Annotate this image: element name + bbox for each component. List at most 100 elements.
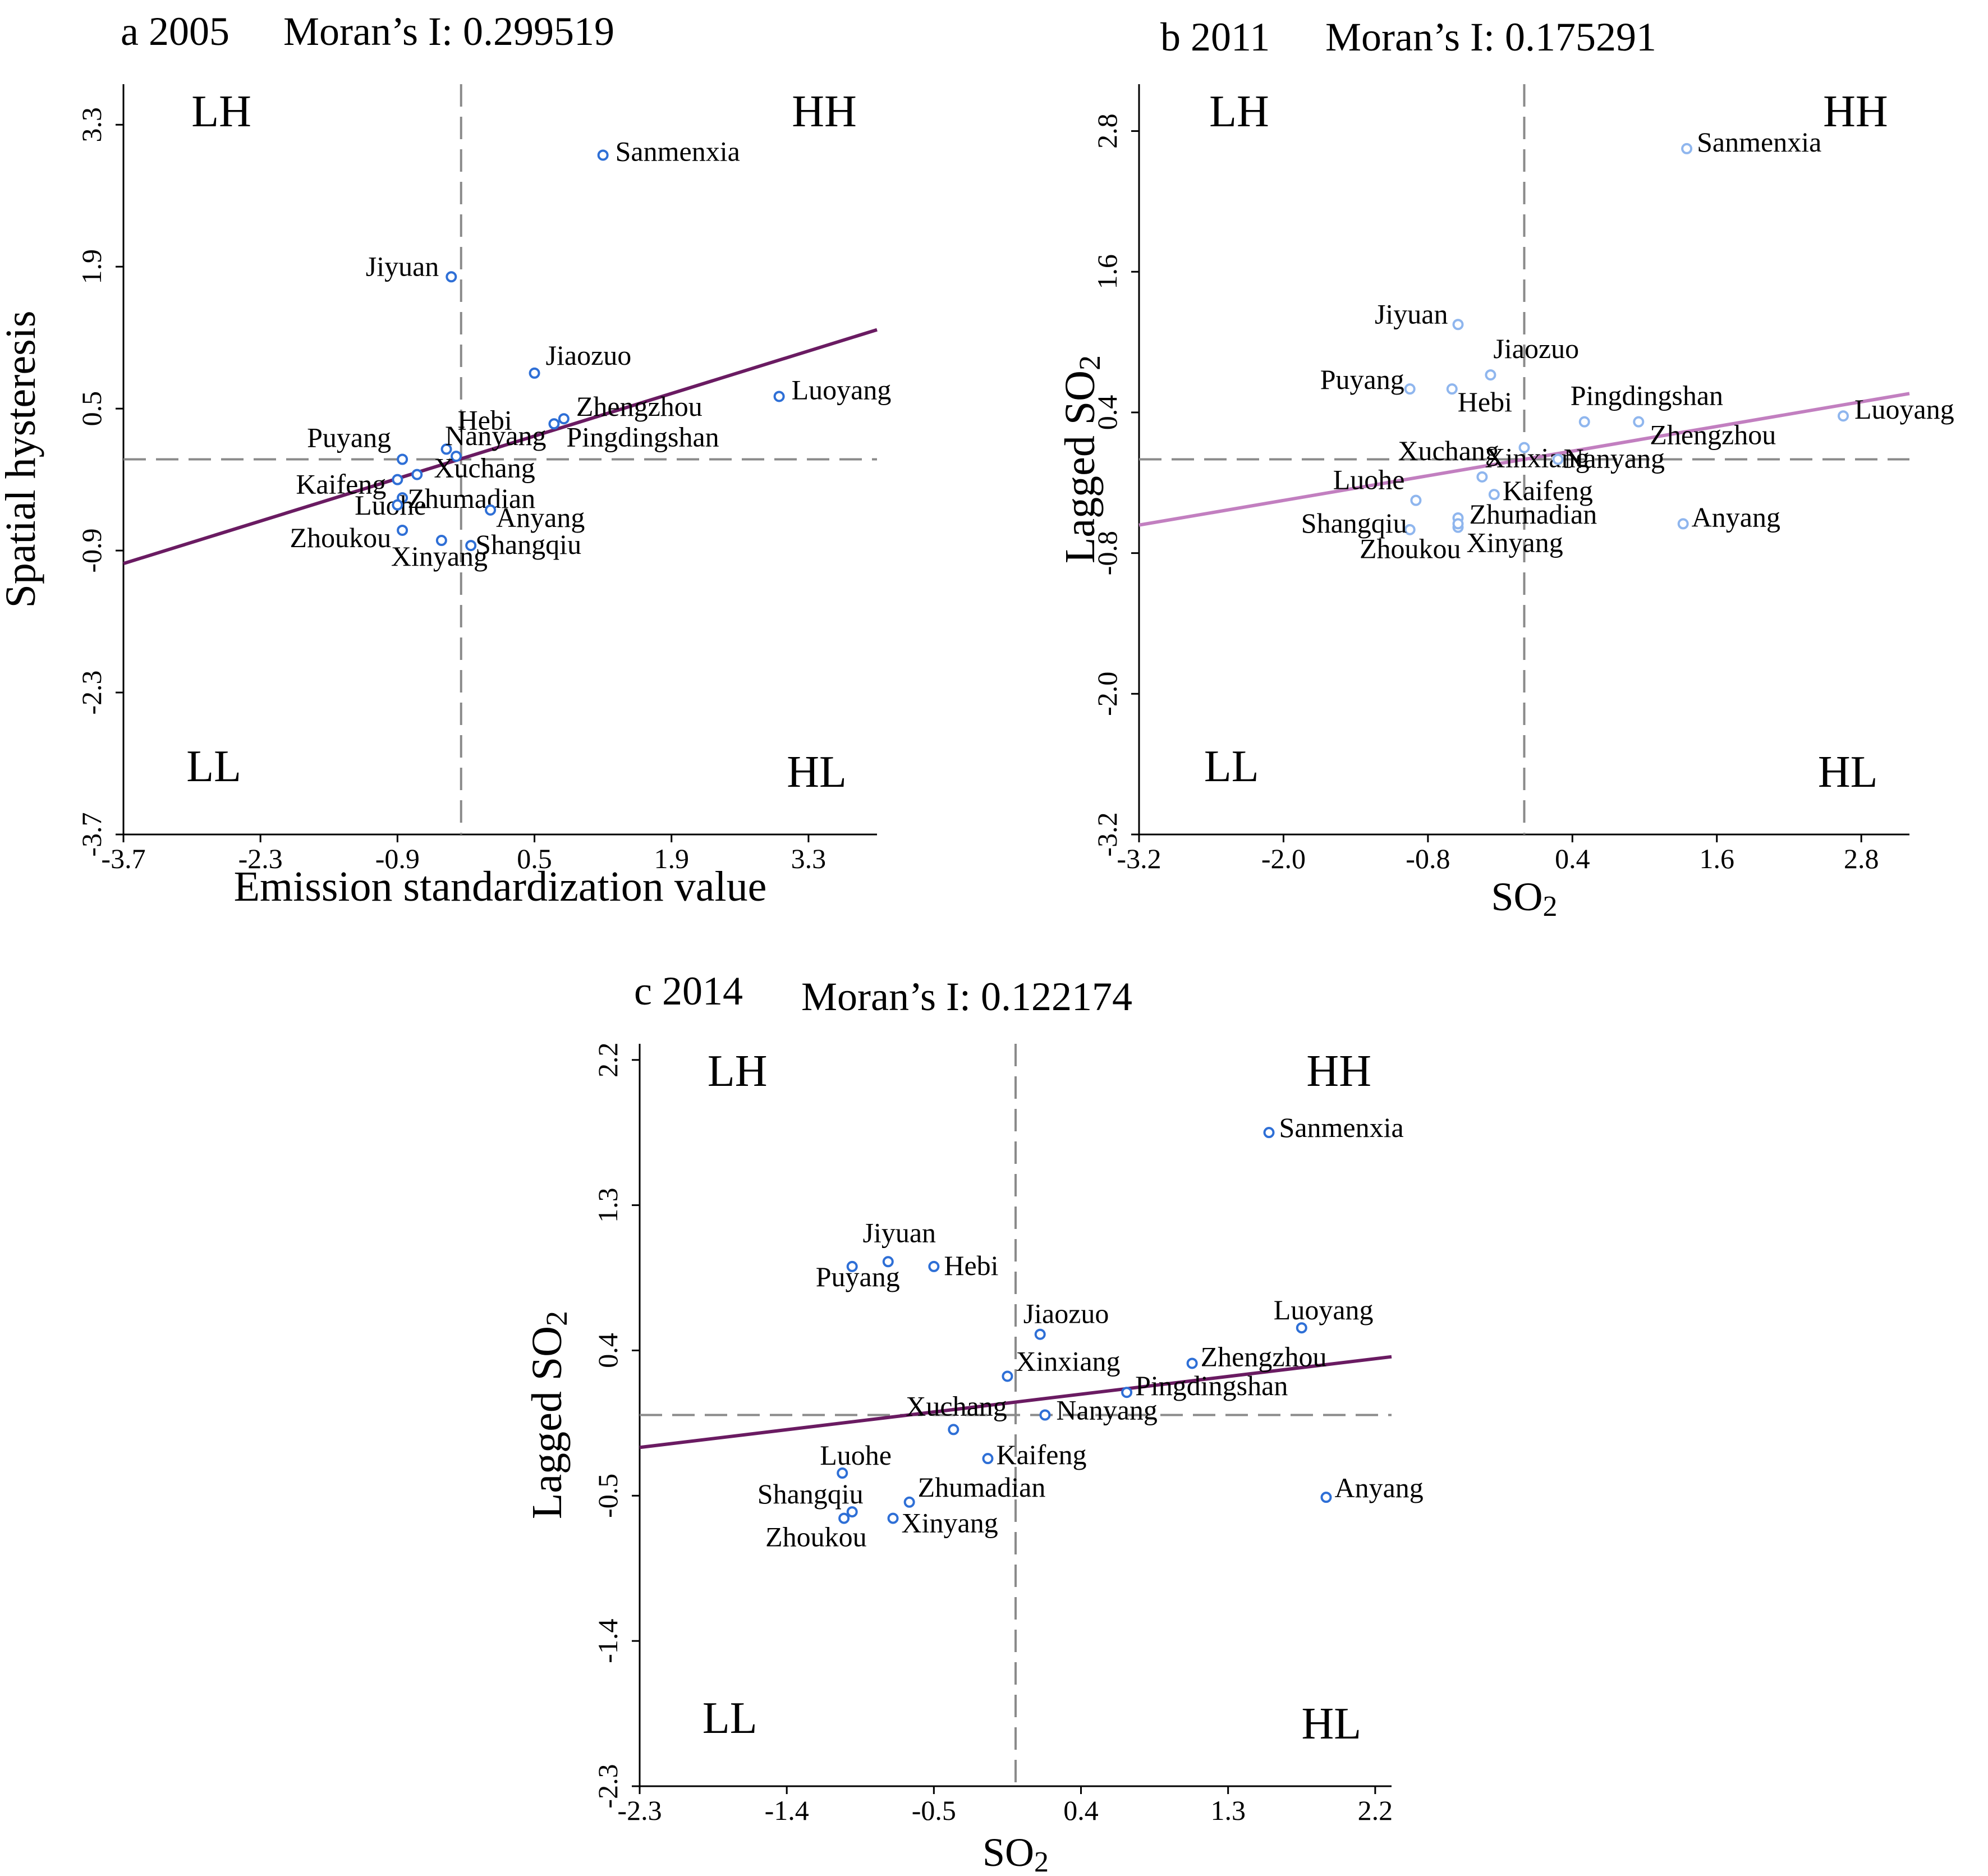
data-point-puyang[interactable] <box>397 453 408 465</box>
point-label-nanyang: Nanyang <box>445 420 547 451</box>
data-point-jiaozuo[interactable] <box>1034 1328 1046 1340</box>
data-point-nanyang[interactable] <box>1039 1409 1051 1421</box>
data-point-luoyang[interactable] <box>1838 410 1849 422</box>
data-point-xinyang[interactable] <box>887 1512 899 1524</box>
data-point-luohe[interactable] <box>1410 494 1422 506</box>
x-tick-label: 2.2 <box>1358 1795 1393 1826</box>
y-tick-label: -2.3 <box>592 1764 623 1808</box>
data-point-xinxiang[interactable] <box>1002 1370 1013 1382</box>
point-label-zhengzhou: Zhengzhou <box>576 391 703 422</box>
point-label-anyang: Anyang <box>496 502 585 533</box>
data-point-luohe[interactable] <box>837 1467 848 1479</box>
data-point-zhumadian[interactable] <box>903 1496 915 1508</box>
data-point-xinyang[interactable] <box>1452 518 1464 530</box>
x-tick-label: -0.8 <box>1406 843 1450 874</box>
point-label-sanmenxia: Sanmenxia <box>1697 126 1821 158</box>
data-point-jiyuan[interactable] <box>882 1256 894 1268</box>
point-label-shangqiu: Shangqiu <box>757 1478 864 1510</box>
data-point-pingdingshan[interactable] <box>1121 1387 1133 1398</box>
data-point-sanmenxia[interactable] <box>1263 1127 1275 1139</box>
data-point-luoyang[interactable] <box>773 391 785 402</box>
data-point-zhoukou[interactable] <box>397 524 408 536</box>
data-point-anyang[interactable] <box>485 504 497 516</box>
panel-label: c 2014 <box>634 969 743 1013</box>
point-label-shangqiu: Shangqiu <box>475 529 581 560</box>
x-tick-label: 0.4 <box>1555 843 1590 874</box>
x-axis-label-subscript: 2 <box>1034 1846 1049 1876</box>
y-tick-label: 2.2 <box>592 1043 623 1078</box>
data-point-kaifeng[interactable] <box>982 1453 994 1465</box>
x-tick-label: -2.0 <box>1261 843 1306 874</box>
data-point-xinyang[interactable] <box>435 535 447 547</box>
data-point-puyang[interactable] <box>1404 383 1416 395</box>
chart-title: Moran’s I: 0.299519 <box>283 9 614 54</box>
data-point-sanmenxia[interactable] <box>1681 143 1693 154</box>
y-axis-label: Spatial hysteresis <box>0 311 44 608</box>
data-point-sanmenxia[interactable] <box>597 149 609 161</box>
x-tick-label: -3.2 <box>1117 843 1161 874</box>
point-label-luohe: Luohe <box>1333 464 1405 496</box>
point-label-zhumadian: Zhumadian <box>918 1471 1046 1503</box>
x-tick-label: 0.5 <box>517 843 552 874</box>
data-point-anyang[interactable] <box>1677 518 1689 530</box>
y-tick-label: -3.2 <box>1091 812 1123 856</box>
regression-line <box>639 1355 1392 1450</box>
data-point-luoyang[interactable] <box>1296 1322 1307 1334</box>
data-point-jiyuan[interactable] <box>446 271 457 283</box>
data-point-anyang[interactable] <box>1320 1492 1332 1503</box>
y-tick-label: -0.8 <box>1091 531 1123 575</box>
data-point-shangqiu[interactable] <box>846 1506 858 1518</box>
data-point-pingdingshan[interactable] <box>1578 416 1590 428</box>
data-point-kaifeng[interactable] <box>1488 489 1500 501</box>
y-tick-label: 1.6 <box>1091 254 1123 290</box>
data-point-jiaozuo[interactable] <box>529 367 540 379</box>
point-label-luoyang: Luoyang <box>1274 1294 1374 1325</box>
data-point-kaifeng[interactable] <box>392 474 403 485</box>
data-point-xinxiang[interactable] <box>1518 442 1530 453</box>
data-point-zhengzhou[interactable] <box>1186 1357 1198 1369</box>
data-point-nanyang[interactable] <box>1552 453 1564 465</box>
quadrant-label-lh: LH <box>191 87 251 136</box>
data-point-hebi[interactable] <box>928 1260 940 1272</box>
data-point-puyang[interactable] <box>846 1260 858 1272</box>
y-tick-label: -0.5 <box>592 1474 623 1518</box>
data-point-nanyang[interactable] <box>451 451 462 462</box>
data-point-jiaozuo[interactable] <box>1485 369 1496 381</box>
quadrant-label-hh: HH <box>1306 1047 1371 1096</box>
data-point-shangqiu[interactable] <box>1404 524 1416 535</box>
panel-label: b 2011 <box>1160 15 1270 59</box>
point-label-zhoukou: Zhoukou <box>290 522 392 553</box>
panel-a: a 2005 Moran’s I: 0.299519 -3.7 -2.3 -0.9 0.5… <box>0 9 891 910</box>
data-point-zhoukou[interactable] <box>838 1512 850 1524</box>
data-point-zhengzhou[interactable] <box>558 413 570 425</box>
data-point-pingdingshan[interactable] <box>548 418 560 430</box>
x-tick-label: -2.3 <box>617 1795 662 1826</box>
y-tick-label: -3.7 <box>76 812 107 856</box>
y-axis-label-main: Spatial hysteresis <box>0 311 44 608</box>
data-point-hebi[interactable] <box>1446 383 1458 395</box>
data-point-xuchang[interactable] <box>411 469 423 480</box>
data-point-zhumadian[interactable] <box>392 499 403 511</box>
point-label-jiaozuo: Jiaozuo <box>1023 1298 1109 1329</box>
quadrant-label-hl: HL <box>1301 1699 1361 1749</box>
data-point-shangqiu[interactable] <box>465 540 477 552</box>
point-label-zhumadian: Zhumadian <box>407 483 535 514</box>
point-label-puyang: Puyang <box>1320 364 1404 395</box>
point-label-luoyang: Luoyang <box>1854 393 1954 425</box>
y-tick-label: -2.3 <box>76 670 107 714</box>
point-label-xuchang: Xuchang <box>434 452 535 484</box>
point-label-kaifeng: Kaifeng <box>296 469 386 500</box>
data-point-jiyuan[interactable] <box>1452 319 1464 331</box>
data-point-hebi[interactable] <box>440 443 452 455</box>
data-point-xuchang[interactable] <box>948 1424 959 1435</box>
data-point-zhengzhou[interactable] <box>1633 416 1645 428</box>
x-tick-label: 0.4 <box>1063 1795 1099 1826</box>
point-label-xuchang: Xuchang <box>906 1390 1007 1421</box>
x-axis-label-main: SO <box>1491 874 1542 919</box>
x-tick-label: 1.9 <box>654 843 689 874</box>
regression-line <box>123 328 878 566</box>
x-tick-label: -1.4 <box>765 1795 809 1826</box>
x-tick-label: 3.3 <box>791 843 827 874</box>
data-point-xuchang[interactable] <box>1476 471 1488 483</box>
